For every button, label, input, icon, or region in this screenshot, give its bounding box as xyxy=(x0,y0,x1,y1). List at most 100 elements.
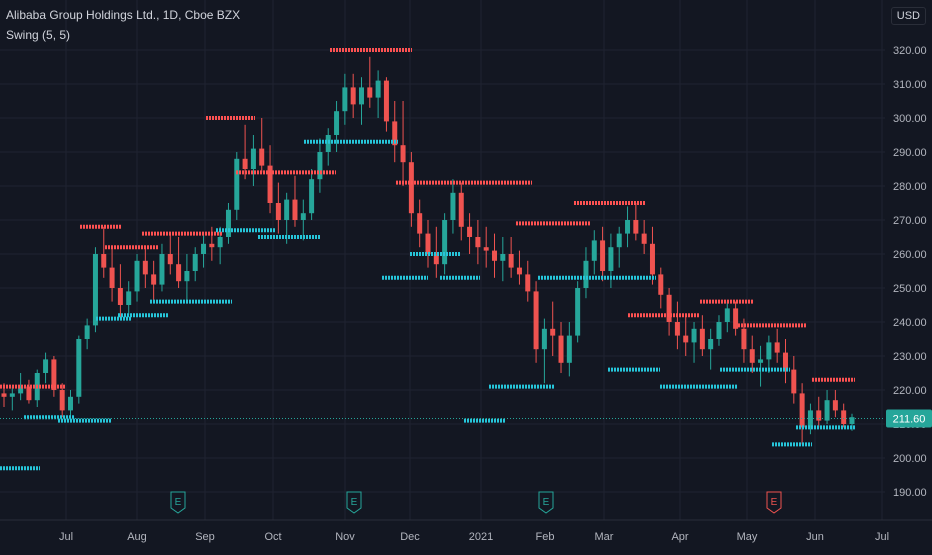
x-tick-label: Jul xyxy=(59,531,73,543)
last-price-label: 211.60 xyxy=(893,414,926,426)
candle-body xyxy=(758,359,764,363)
candle-body xyxy=(550,328,556,336)
candle-body xyxy=(575,288,581,336)
candle-body xyxy=(733,308,739,329)
candle-body xyxy=(109,267,115,288)
candle-body xyxy=(450,192,456,220)
candle-body xyxy=(674,322,680,336)
candle-body xyxy=(383,80,389,122)
candle-body xyxy=(59,390,65,411)
candle-body xyxy=(782,352,788,370)
candle-body xyxy=(101,254,107,268)
candle-body xyxy=(749,349,755,363)
candle-body xyxy=(201,243,207,254)
currency-badge[interactable]: USD xyxy=(890,7,926,25)
y-tick-label: 310.00 xyxy=(893,79,927,91)
earnings-marker[interactable]: E xyxy=(170,491,186,514)
candle-body xyxy=(159,254,165,285)
y-tick-label: 250.00 xyxy=(893,283,927,295)
x-tick-label: May xyxy=(737,531,758,543)
chart-title: Alibaba Group Holdings Ltd., 1D, Cboe BZ… xyxy=(6,8,241,22)
candle-body xyxy=(26,386,32,401)
candle-body xyxy=(375,80,381,98)
candle-body xyxy=(699,328,705,350)
candle-body xyxy=(492,250,498,261)
y-tick-label: 220.00 xyxy=(893,385,927,397)
y-tick-label: 300.00 xyxy=(893,113,927,125)
y-tick-label: 270.00 xyxy=(893,215,927,227)
candle-body xyxy=(76,339,82,397)
y-tick-label: 200.00 xyxy=(893,453,927,465)
candle-body xyxy=(317,152,323,180)
y-tick-label: 280.00 xyxy=(893,181,927,193)
candle-body xyxy=(658,274,664,295)
candle-body xyxy=(724,308,730,322)
x-tick-label: Jul xyxy=(875,531,889,543)
candle-body xyxy=(433,254,439,265)
candle-body xyxy=(117,288,123,305)
candle-body xyxy=(84,325,90,339)
candle-body xyxy=(342,87,348,112)
candle-body xyxy=(516,267,522,275)
indicator-label[interactable]: Swing (5, 5) xyxy=(6,28,71,42)
candle-body xyxy=(849,417,855,424)
chart-header: Alibaba Group Holdings Ltd., 1D, Cboe BZ… xyxy=(6,8,240,48)
x-tick-label: 2021 xyxy=(469,531,493,543)
candle-body xyxy=(625,220,631,234)
candle-body xyxy=(408,162,414,214)
candle-body xyxy=(151,274,157,285)
candle-body xyxy=(475,237,481,248)
earnings-marker[interactable]: E xyxy=(766,491,782,514)
candle-body xyxy=(309,179,315,214)
candle-body xyxy=(275,203,281,220)
candle-body xyxy=(1,393,7,397)
candle-body xyxy=(691,328,697,343)
candle-body xyxy=(541,328,547,350)
candle-body xyxy=(683,335,689,343)
x-tick-label: Mar xyxy=(595,531,614,543)
y-tick-label: 240.00 xyxy=(893,317,927,329)
earnings-marker[interactable]: E xyxy=(538,491,554,514)
candle-body xyxy=(442,220,448,265)
candle-body xyxy=(633,220,639,234)
svg-text:E: E xyxy=(771,497,778,508)
svg-text:E: E xyxy=(175,497,182,508)
candle-body xyxy=(467,226,473,237)
candle-body xyxy=(68,396,74,411)
candle-body xyxy=(217,237,223,248)
candle-body xyxy=(358,87,364,105)
candle-body xyxy=(400,145,406,163)
candle-body xyxy=(334,111,340,135)
candle-body xyxy=(533,291,539,350)
svg-text:E: E xyxy=(543,497,550,508)
candle-body xyxy=(500,254,506,261)
candle-body xyxy=(242,158,248,169)
candle-body xyxy=(292,199,298,220)
candle-body xyxy=(9,393,15,397)
x-tick-label: Jun xyxy=(806,531,824,543)
x-tick-label: Dec xyxy=(400,531,420,543)
candle-body xyxy=(126,291,132,305)
earnings-marker[interactable]: E xyxy=(346,491,362,514)
candle-body xyxy=(192,254,198,271)
candle-body xyxy=(367,87,373,98)
candle-body xyxy=(234,158,240,210)
candle-body xyxy=(209,243,215,248)
candle-body xyxy=(392,121,398,146)
candle-body xyxy=(167,254,173,265)
candle-body xyxy=(600,240,606,271)
candle-body xyxy=(134,260,140,292)
candle-body xyxy=(791,369,797,394)
candle-body xyxy=(766,342,772,360)
candle-body xyxy=(458,192,464,227)
x-tick-label: Nov xyxy=(335,531,355,543)
y-tick-label: 320.00 xyxy=(893,45,927,57)
candle-body xyxy=(608,247,614,271)
candle-body xyxy=(774,342,780,353)
x-tick-label: Aug xyxy=(127,531,147,543)
candle-body xyxy=(566,335,572,363)
candle-body xyxy=(300,213,306,220)
